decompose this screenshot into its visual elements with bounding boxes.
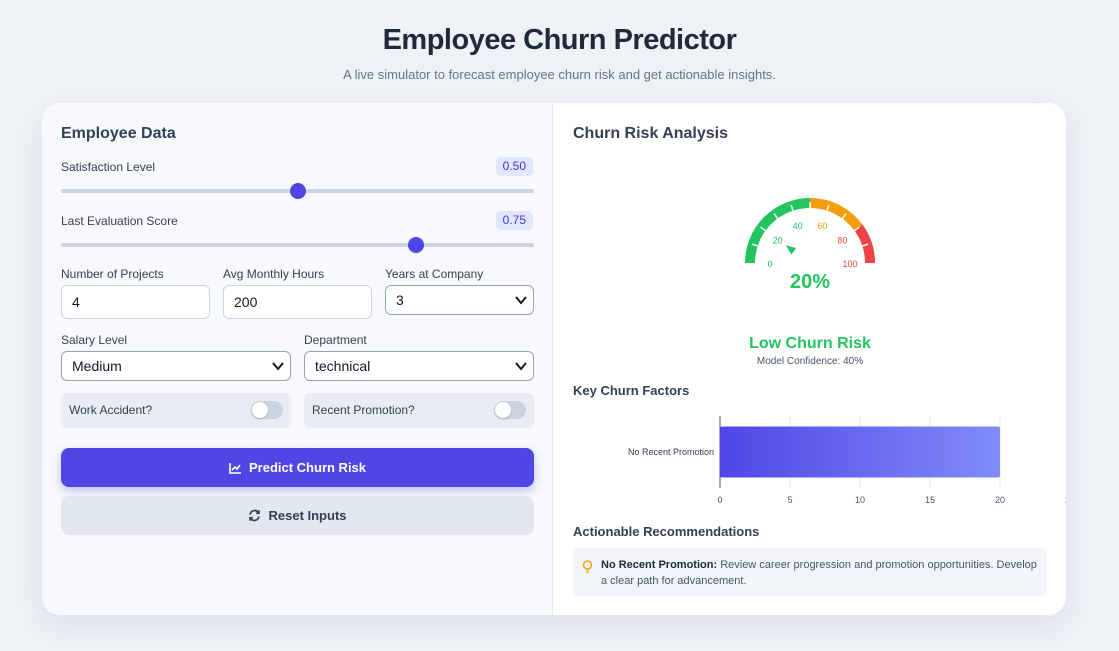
recent-promotion-toggle-row: Recent Promotion? (304, 393, 534, 428)
chart-line-icon (229, 462, 241, 474)
chevron-down-icon (515, 362, 527, 371)
x-tick-label: 5 (787, 495, 792, 505)
recent-promotion-toggle[interactable] (494, 401, 526, 419)
recommendations-heading: Actionable Recommendations (573, 524, 760, 539)
satisfaction-slider-thumb[interactable] (289, 183, 306, 199)
gauge-tick-label: 60 (817, 221, 827, 231)
hours-label: Avg Monthly Hours (223, 267, 325, 281)
gauge-tick (854, 226, 860, 232)
x-tick-label: 0 (717, 495, 722, 505)
gauge-tick (760, 226, 766, 232)
employee-data-panel: Employee Data Satisfaction Level 0.50 La… (42, 103, 553, 615)
gauge-medium-arc (809, 198, 863, 231)
recommendation-card: No Recent Promotion: Review career progr… (573, 548, 1047, 596)
recent-promotion-label: Recent Promotion? (312, 403, 415, 417)
key-factors-chart: No Recent Promotion 0 5 10 15 20 25 (628, 416, 1066, 505)
salary-select-value: Medium (72, 358, 122, 374)
evaluation-slider[interactable] (61, 237, 534, 253)
x-tick-label: 25 (1065, 495, 1066, 505)
gauge-tick (790, 204, 794, 211)
department-label: Department (304, 333, 367, 347)
gauge-tick-label: 100 (842, 259, 857, 269)
x-tick-label: 15 (925, 495, 935, 505)
satisfaction-label: Satisfaction Level (61, 160, 156, 174)
recommendation-title: No Recent Promotion: (601, 559, 718, 571)
gauge-tick (841, 213, 847, 219)
gauge-needle (785, 245, 797, 255)
employee-data-heading: Employee Data (61, 125, 176, 142)
years-select-value: 3 (396, 292, 404, 308)
toggle-knob (252, 402, 268, 418)
department-select[interactable]: technical (304, 351, 534, 381)
gauge-tick-label: 0 (767, 259, 772, 269)
hours-input[interactable]: 200 (223, 285, 372, 319)
lightbulb-icon (582, 560, 593, 573)
main-card: Employee Data Satisfaction Level 0.50 La… (42, 103, 1066, 615)
churn-analysis-heading: Churn Risk Analysis (573, 125, 729, 142)
evaluation-label: Last Evaluation Score (61, 214, 178, 228)
page-title: Employee Churn Predictor (382, 24, 737, 56)
evaluation-value-badge: 0.75 (495, 211, 533, 230)
x-tick-label: 20 (995, 495, 1005, 505)
predict-button[interactable]: Predict Churn Risk (61, 448, 534, 487)
chevron-down-icon (515, 296, 527, 305)
risk-level-label: Low Churn Risk (749, 335, 871, 352)
page-subtitle: A live simulator to forecast employee ch… (343, 67, 776, 82)
model-confidence: Model Confidence: 40% (756, 356, 864, 367)
key-factors-heading: Key Churn Factors (573, 383, 690, 398)
evaluation-slider-thumb[interactable] (407, 237, 424, 253)
recommendation-text: No Recent Promotion: Review career progr… (601, 557, 1037, 589)
gauge-low-arc (745, 198, 811, 264)
gauge-tick-label: 20 (773, 235, 783, 245)
chevron-down-icon (272, 362, 284, 371)
years-select[interactable]: 3 (385, 285, 534, 315)
department-select-value: technical (315, 358, 371, 374)
satisfaction-slider[interactable] (61, 183, 534, 199)
gauge-tick (862, 243, 869, 247)
gauge-tick-label: 40 (793, 221, 803, 231)
satisfaction-value-badge: 0.50 (495, 157, 533, 176)
salary-label: Salary Level (61, 333, 128, 347)
recommendation-body: Review career progression and promotion … (601, 559, 1037, 587)
gauge-tick (751, 243, 758, 247)
churn-analysis-panel: Churn Risk Analysis 0 20 40 60 80 100 20% Low… (554, 103, 1066, 615)
projects-input[interactable]: 4 (61, 285, 210, 319)
churn-risk-gauge: 0 20 40 60 80 100 (745, 198, 875, 269)
work-accident-toggle-row: Work Accident? (61, 393, 291, 428)
factor-bar (720, 426, 1000, 478)
work-accident-toggle[interactable] (251, 401, 283, 419)
category-label: No Recent Promotion (628, 447, 714, 457)
reset-button[interactable]: Reset Inputs (61, 496, 534, 535)
salary-select[interactable]: Medium (61, 351, 291, 381)
refresh-icon (249, 509, 261, 522)
gauge-tick (773, 213, 779, 219)
x-tick-label: 10 (855, 495, 865, 505)
years-label: Years at Company (385, 267, 484, 281)
work-accident-label: Work Accident? (69, 403, 153, 417)
reset-button-label: Reset Inputs (268, 508, 347, 523)
gauge-tick-label: 80 (837, 235, 847, 245)
risk-percentage: 20% (789, 271, 831, 293)
gauge-tick (826, 204, 830, 211)
predict-button-label: Predict Churn Risk (248, 460, 367, 475)
toggle-knob (495, 402, 511, 418)
projects-label: Number of Projects (61, 267, 164, 281)
